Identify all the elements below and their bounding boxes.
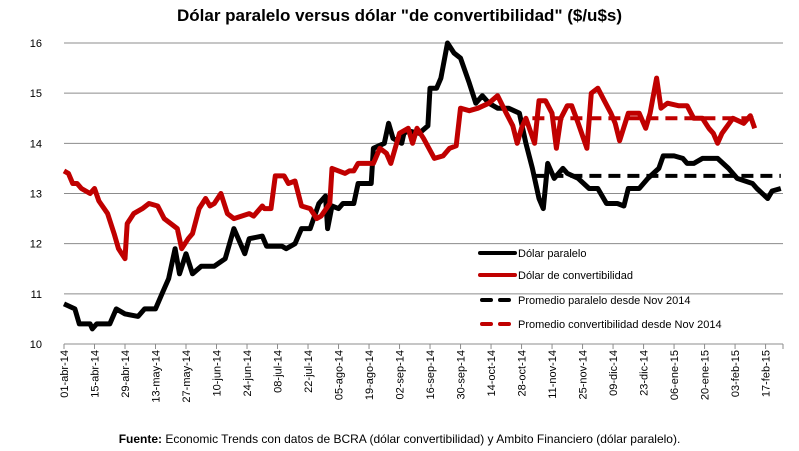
x-tick-label: 03-feb-15	[730, 350, 742, 397]
x-axis: 01-abr-14 15-abr-14 29-abr-14 13-may-14 27-m…	[59, 343, 784, 403]
x-tick-label: 01-abr-14	[59, 350, 71, 398]
x-tick-label: 17-feb-15	[761, 350, 773, 397]
chart-title: Dólar paralelo versus dólar "de converti…	[176, 6, 623, 25]
x-tick-label: 30-sep-14	[456, 350, 468, 400]
x-tick-label: 27-may-14	[181, 350, 193, 403]
source-label: Fuente:	[118, 432, 163, 446]
legend-label: Dólar paralelo	[518, 248, 586, 260]
source-note: Fuente: Economic Trends con datos de BCR…	[0, 432, 799, 446]
y-tick-label: 14	[30, 138, 42, 150]
x-tick-label: 14-oct-14	[486, 350, 498, 396]
x-tick-label: 13-may-14	[151, 350, 163, 403]
legend: Dólar paralelo Dólar de convertibilidad Pr…	[478, 248, 722, 331]
x-tick-label: 08-jul-14	[273, 350, 285, 393]
x-tick-label: 02-sep-14	[395, 350, 407, 400]
y-tick-label: 15	[30, 88, 42, 100]
x-tick-label: 11-nov-14	[547, 350, 559, 399]
x-tick-label: 05-ago-14	[334, 350, 346, 400]
x-tick-label: 10-jun-14	[212, 350, 224, 396]
x-tick-label: 19-ago-14	[364, 350, 376, 400]
line-chart: 10 11 12 13 14 15 16 01-abr-14 15-abr-14 29-abr-…	[30, 38, 784, 403]
legend-label: Promedio convertibilidad desde Nov 2014	[518, 319, 722, 331]
x-tick-label: 16-sep-14	[425, 350, 437, 400]
x-tick-label: 24-jun-14	[242, 350, 254, 396]
x-tick-label: 09-dic-14	[608, 350, 620, 396]
series-line-2	[62, 75, 758, 262]
x-tick-label: 28-oct-14	[517, 350, 529, 396]
source-text: Economic Trends con datos de BCRA (dólar…	[162, 432, 681, 446]
y-tick-label: 16	[30, 38, 42, 50]
legend-label: Dólar de convertibilidad	[518, 270, 633, 282]
y-tick-label: 10	[30, 339, 42, 351]
y-tick-label: 13	[30, 189, 42, 201]
y-tick-label: 11	[31, 289, 42, 301]
x-tick-label: 06-ene-15	[669, 350, 681, 400]
series-lines	[62, 40, 782, 332]
x-tick-label: 22-jul-14	[303, 350, 315, 393]
x-tick-label: 29-abr-14	[120, 350, 132, 398]
series-line-1	[62, 40, 782, 332]
x-tick-label: 25-nov-14	[578, 350, 590, 400]
y-tick-label: 12	[30, 239, 42, 251]
x-tick-label: 23-dic-14	[639, 350, 651, 396]
x-tick-label: 15-abr-14	[90, 350, 102, 398]
legend-label: Promedio paralelo desde Nov 2014	[518, 295, 690, 307]
y-axis: 10 11 12 13 14 15 16	[30, 38, 42, 351]
x-tick-label: 20-ene-15	[700, 350, 712, 400]
